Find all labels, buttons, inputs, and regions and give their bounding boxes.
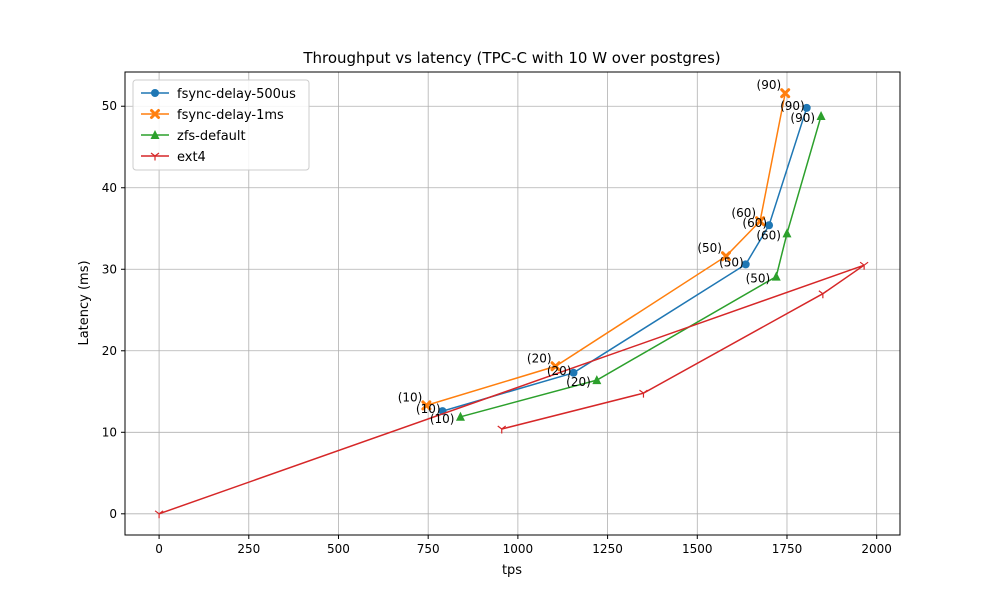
- y-tick-label: 20: [102, 344, 117, 358]
- data-point: [755, 216, 766, 227]
- x-tick-label: 1750: [772, 542, 803, 556]
- point-annotation: (20): [527, 351, 552, 365]
- y-tick-label: 0: [109, 507, 117, 521]
- data-point: [780, 88, 791, 99]
- grid-layer: [125, 72, 900, 535]
- data-point: [455, 411, 465, 421]
- x-tick-label: 0: [155, 542, 163, 556]
- data-point: [592, 375, 602, 385]
- data-point: [816, 111, 826, 121]
- tick-layer: 0 250 500 750 1000 1250 1500 1750 2000 0 10 20 30 40 5…: [102, 99, 892, 556]
- series-line-zfs-default: [460, 115, 822, 418]
- y-tick-label: 30: [102, 262, 117, 276]
- legend-label: fsync-delay-1ms: [177, 108, 284, 123]
- point-annotation: (50): [719, 255, 744, 269]
- legend: fsync-delay-500us fsync-delay-1ms zfs-defa…: [132, 79, 310, 171]
- point-annotation: (10): [398, 390, 423, 404]
- legend-label: zfs-default: [177, 129, 246, 144]
- legend-label: ext4: [177, 150, 206, 165]
- data-point: [782, 228, 792, 238]
- legend-marker: [150, 130, 160, 139]
- y-tick-label: 50: [102, 99, 117, 113]
- legend-box: [132, 79, 310, 171]
- data-point: [741, 260, 750, 269]
- x-tick-label: 1500: [682, 542, 713, 556]
- point-annotation: (20): [547, 364, 572, 378]
- x-tick-label: 250: [237, 542, 260, 556]
- point-annotation: (60): [731, 206, 756, 220]
- point-annotation: (20): [566, 375, 591, 389]
- point-annotation: (60): [756, 228, 781, 242]
- data-point: [421, 400, 432, 411]
- legend-item: ext4: [141, 150, 206, 165]
- point-annotation: (60): [742, 216, 767, 230]
- data-point: [802, 103, 811, 112]
- data-point: [720, 251, 731, 262]
- plot-frame: [124, 71, 901, 536]
- series-layer: [154, 88, 869, 519]
- data-point: [497, 425, 507, 434]
- series-line-fsync-delay-1ms: [426, 93, 786, 407]
- y-tick-label: 10: [102, 425, 117, 439]
- data-point: [765, 221, 774, 230]
- x-tick-label: 1000: [503, 542, 534, 556]
- point-annotation: (90): [757, 78, 782, 92]
- data-point: [859, 261, 869, 270]
- y-tick-label: 40: [102, 181, 117, 195]
- series-fsync-delay-1ms: [421, 88, 791, 411]
- legend-marker: [151, 89, 159, 97]
- chart-title: Throughput vs latency (TPC-C with 10 W o…: [302, 49, 720, 67]
- x-tick-label: 500: [327, 542, 350, 556]
- x-tick-label: 750: [417, 542, 440, 556]
- series-zfs-default: [455, 111, 826, 421]
- x-tick-label: 1250: [592, 542, 623, 556]
- data-point: [569, 368, 578, 377]
- data-point: [639, 389, 648, 398]
- point-annotation: (90): [790, 111, 815, 125]
- x-axis-label: tps: [502, 563, 522, 578]
- series-fsync-delay-500us: [438, 103, 811, 416]
- legend-marker: [150, 109, 160, 119]
- data-point: [154, 510, 164, 519]
- data-point: [818, 290, 828, 299]
- y-axis-label: Latency (ms): [77, 260, 92, 345]
- legend-label: fsync-delay-500us: [177, 87, 296, 102]
- legend-item: fsync-delay-1ms: [141, 108, 284, 123]
- series-ext4: [154, 261, 869, 519]
- point-annotation: (50): [697, 241, 722, 255]
- legend-marker: [150, 152, 160, 161]
- point-annotation: (50): [746, 272, 771, 286]
- annotation-layer: (10) (20) (50) (60) (90) (10) (20) (50) (60) (90)…: [398, 78, 815, 426]
- data-point: [771, 271, 781, 281]
- data-point: [550, 361, 561, 372]
- series-line-ext4: [158, 264, 865, 515]
- series-line-fsync-delay-500us: [442, 107, 808, 412]
- point-annotation: (10): [430, 412, 455, 426]
- legend-item: fsync-delay-500us: [141, 87, 296, 102]
- x-tick-label: 2000: [861, 542, 892, 556]
- point-annotation: (10): [416, 402, 441, 416]
- legend-item: zfs-default: [141, 129, 246, 144]
- point-annotation: (90): [780, 99, 805, 113]
